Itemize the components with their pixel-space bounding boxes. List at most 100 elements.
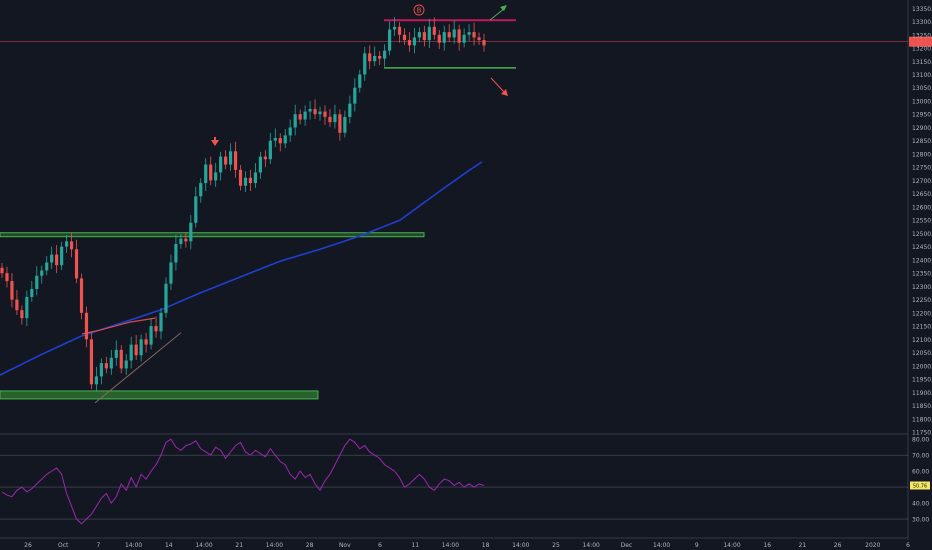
candle-body: [358, 74, 362, 88]
candle-body: [353, 87, 357, 104]
candle-body: [69, 241, 74, 250]
grid: [0, 0, 909, 540]
candle-body: [144, 339, 148, 345]
candle-body: [343, 116, 347, 133]
price-tick-label: 11800.0: [912, 416, 932, 423]
down-arrow-line: [490, 77, 506, 94]
candle-body: [477, 37, 481, 41]
oscillator-value-label: 50.76: [913, 484, 927, 490]
price-tick-label: 12000.0: [912, 363, 932, 370]
price-tick-label: 12400.0: [912, 257, 932, 264]
time-tick-label: 7: [96, 542, 100, 549]
price-tick-label: 13250.0: [912, 32, 932, 39]
candle-body: [209, 164, 213, 181]
candle-body: [283, 135, 287, 144]
candle-body: [84, 312, 89, 340]
candle-body: [387, 29, 392, 51]
time-tick-label: Dec: [621, 542, 633, 549]
candle-body: [219, 156, 223, 173]
candle-body: [363, 53, 367, 75]
drawings: B: [94, 4, 508, 404]
candle-body: [99, 363, 103, 377]
candle-body: [114, 349, 118, 358]
candle-body: [55, 254, 59, 266]
current-price-marker: [909, 36, 932, 47]
price-tick-label: 13300.0: [912, 19, 932, 26]
candle-body: [184, 238, 188, 242]
time-tick-label: 21: [235, 542, 243, 549]
candle-body: [159, 312, 163, 332]
candle-body: [40, 270, 44, 276]
time-tick-label: 28: [306, 542, 314, 549]
price-tick-label: 13350.0: [912, 6, 932, 13]
time-tick-label: 16: [763, 542, 771, 549]
price-tick-label: 11750.0: [912, 430, 932, 437]
annotation-circle: [413, 4, 425, 16]
candle-body: [129, 344, 133, 361]
price-tick-label: 12050.0: [912, 350, 932, 357]
candle-body: [437, 34, 441, 43]
price-tick-label: 12900.0: [912, 125, 932, 132]
candle-body: [268, 140, 272, 160]
candle-body: [238, 169, 243, 186]
oscillator-tick-label: 40.00: [912, 501, 929, 508]
candle-body: [303, 111, 307, 120]
trend-line: [94, 332, 182, 404]
time-tick-label: 18: [482, 542, 490, 549]
candle-body: [442, 32, 446, 43]
candle-body: [15, 299, 19, 311]
candle-body: [104, 363, 108, 369]
support-zone-low: [0, 390, 319, 400]
price-tick-label: 13200.0: [912, 46, 932, 53]
candle-body: [5, 273, 9, 282]
candle-body: [149, 326, 153, 345]
candle-body: [273, 138, 277, 141]
candle-body: [233, 151, 238, 170]
candle-body: [0, 267, 4, 274]
candle-body: [10, 281, 14, 300]
fast-moving-average: [81, 317, 156, 335]
candle-body: [263, 156, 267, 160]
candle-body: [164, 283, 168, 313]
candle-body: [278, 138, 282, 144]
candle-body: [253, 172, 258, 184]
price-tick-label: 11900.0: [912, 390, 932, 397]
candle-body: [89, 339, 94, 385]
candle-body: [298, 114, 302, 120]
price-tick-label: 12750.0: [912, 165, 932, 172]
candle-body: [109, 357, 113, 369]
time-tick-label: 6: [378, 542, 382, 549]
candle-body: [224, 156, 228, 165]
candle-body: [457, 29, 461, 43]
price-tick-label: 13100.0: [912, 72, 932, 79]
candle-body: [50, 254, 54, 263]
candle-body: [45, 262, 49, 271]
candle-body: [422, 32, 426, 41]
candle-body: [214, 172, 218, 181]
up-arrow-head: [500, 5, 507, 11]
time-tick-label: 26: [24, 542, 32, 549]
candle-body: [447, 32, 451, 38]
time-tick-label: 2020: [865, 542, 880, 549]
oscillator-value-marker: [910, 481, 930, 490]
candle-body: [402, 34, 407, 41]
price-tick-label: 12350.0: [912, 271, 932, 278]
candle-body: [467, 32, 471, 35]
oscillator-tick-label: 60.00: [912, 469, 929, 476]
price-tick-label: 12300.0: [912, 284, 932, 291]
time-tick-label: 14:00: [125, 542, 142, 549]
time-tick-label: 26: [834, 542, 842, 549]
time-tick-label: 6: [906, 542, 910, 549]
price-tick-label: 12500.0: [912, 231, 932, 238]
candle-body: [228, 151, 233, 165]
candle-body: [179, 238, 183, 244]
price-tick-label: 11950.0: [912, 377, 932, 384]
candle-body: [25, 296, 29, 319]
time-tick-label: 14: [165, 542, 173, 549]
candle-body: [462, 34, 466, 43]
candle-body: [288, 127, 292, 136]
oscillator-line: [1, 438, 485, 525]
down-arrow-head: [501, 89, 508, 96]
